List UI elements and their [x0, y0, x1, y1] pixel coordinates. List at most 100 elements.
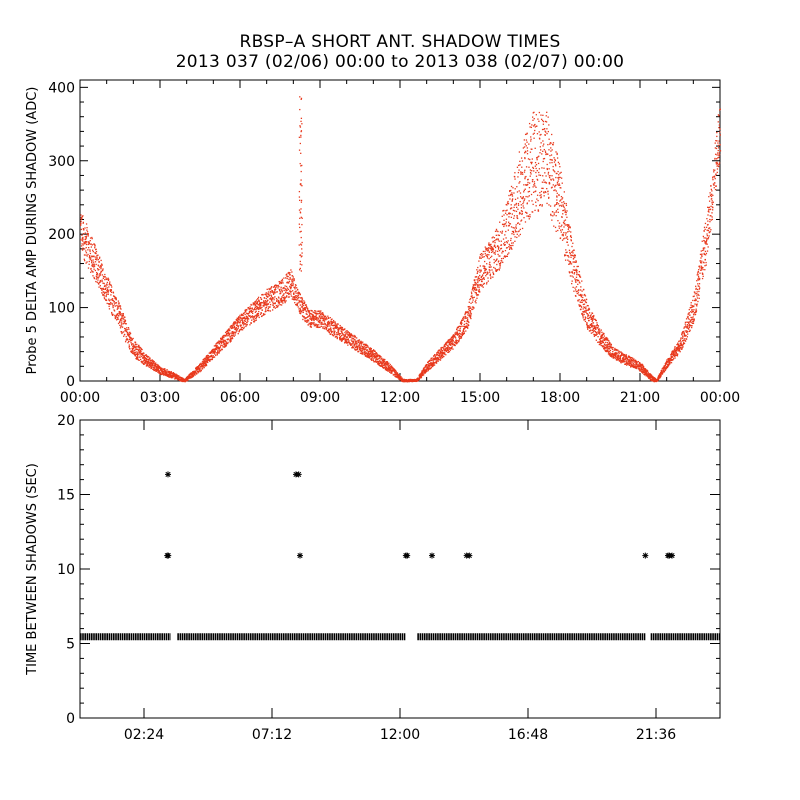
delta-amp-point — [327, 323, 329, 325]
delta-amp-point — [569, 263, 571, 265]
delta-amp-point — [425, 369, 427, 371]
delta-amp-point — [505, 218, 508, 220]
delta-amp-point — [133, 345, 136, 347]
delta-amp-point — [88, 242, 90, 244]
delta-amp-point — [334, 322, 336, 325]
delta-amp-point — [212, 350, 215, 352]
delta-amp-point — [312, 319, 315, 321]
delta-amp-point — [351, 340, 353, 342]
delta-amp-point — [597, 328, 600, 331]
delta-amp-point — [468, 308, 470, 311]
delta-amp-point — [478, 269, 481, 271]
delta-amp-point — [226, 335, 228, 337]
delta-amp-point — [508, 212, 511, 214]
delta-amp-point — [391, 372, 393, 374]
delta-amp-point — [528, 195, 530, 197]
delta-amp-point — [215, 348, 217, 350]
delta-amp-point — [85, 252, 88, 254]
delta-amp-point — [90, 243, 92, 245]
delta-amp-point — [90, 259, 93, 261]
delta-amp-point — [295, 290, 297, 292]
delta-amp-point — [485, 249, 487, 251]
delta-amp-point — [441, 352, 443, 355]
delta-amp-point — [341, 330, 343, 333]
delta-amp-point — [457, 334, 460, 336]
delta-amp-point — [520, 196, 522, 198]
delta-amp-point — [553, 161, 556, 163]
delta-amp-point — [280, 300, 283, 303]
delta-amp-point — [533, 181, 536, 183]
delta-amp-point — [439, 353, 441, 355]
delta-amp-point — [102, 282, 104, 284]
delta-amp-point — [543, 181, 545, 183]
delta-amp-point — [374, 361, 377, 363]
delta-amp-point — [119, 327, 122, 329]
delta-amp-point — [466, 317, 469, 319]
delta-amp-point — [371, 359, 373, 362]
delta-amp-point — [231, 333, 233, 335]
delta-amp-point — [343, 337, 345, 339]
delta-amp-point — [511, 248, 513, 250]
delta-amp-point — [524, 152, 526, 154]
delta-amp-point — [604, 343, 606, 345]
delta-amp-point — [129, 332, 132, 335]
delta-amp-point — [147, 355, 149, 358]
delta-amp-point — [476, 289, 478, 291]
delta-amp-point — [87, 243, 89, 246]
delta-amp-point — [546, 111, 548, 113]
delta-amp-point — [312, 317, 314, 320]
delta-amp-point — [203, 359, 205, 361]
delta-amp-point — [416, 378, 419, 380]
delta-amp-point — [581, 299, 584, 301]
delta-amp-point — [487, 249, 490, 251]
delta-amp-point — [556, 172, 558, 175]
delta-amp-point — [128, 338, 131, 340]
delta-amp-point — [541, 153, 543, 155]
delta-amp-point — [101, 280, 103, 283]
delta-amp-point — [119, 324, 121, 327]
delta-amp-point — [299, 301, 301, 303]
delta-amp-point — [146, 355, 148, 357]
delta-amp-point — [302, 311, 304, 313]
delta-amp-point — [450, 337, 452, 340]
delta-amp-point — [254, 304, 257, 307]
delta-amp-point — [531, 158, 533, 160]
delta-amp-point — [258, 308, 261, 310]
delta-amp-point — [159, 370, 161, 372]
delta-amp-point — [103, 288, 105, 290]
delta-amp-point — [252, 318, 254, 320]
delta-amp-point — [430, 358, 432, 360]
delta-amp-point — [284, 277, 287, 279]
delta-amp-point — [592, 324, 594, 327]
delta-amp-xtick-label: 18:00 — [540, 390, 580, 406]
delta-amp-point — [544, 128, 546, 130]
delta-amp-point — [302, 318, 304, 321]
delta-amp-point — [126, 327, 128, 329]
delta-amp-point — [280, 299, 282, 301]
delta-amp-point — [490, 245, 493, 248]
delta-amp-point — [204, 357, 206, 360]
delta-amp-point — [145, 365, 148, 367]
delta-amp-point — [589, 326, 591, 329]
delta-amp-point — [106, 284, 108, 286]
delta-amp-point — [514, 210, 516, 212]
delta-amp-point — [213, 350, 216, 353]
delta-amp-point — [357, 341, 360, 344]
delta-amp-point — [540, 196, 542, 198]
delta-amp-point — [346, 342, 348, 344]
delta-amp-point — [160, 372, 162, 374]
delta-amp-point — [393, 370, 396, 372]
delta-amp-point — [350, 344, 352, 347]
delta-amp-point — [274, 292, 276, 294]
delta-amp-point — [273, 299, 275, 301]
delta-amp-point — [516, 186, 518, 188]
delta-amp-point — [163, 374, 165, 376]
delta-amp-point — [87, 267, 90, 269]
delta-amp-point — [109, 289, 112, 291]
delta-amp-point — [510, 237, 512, 240]
delta-amp-point — [519, 160, 521, 163]
delta-amp-point — [242, 320, 244, 323]
delta-amp-point — [207, 355, 210, 357]
delta-amp-point — [232, 335, 234, 337]
delta-amp-point — [176, 377, 179, 379]
